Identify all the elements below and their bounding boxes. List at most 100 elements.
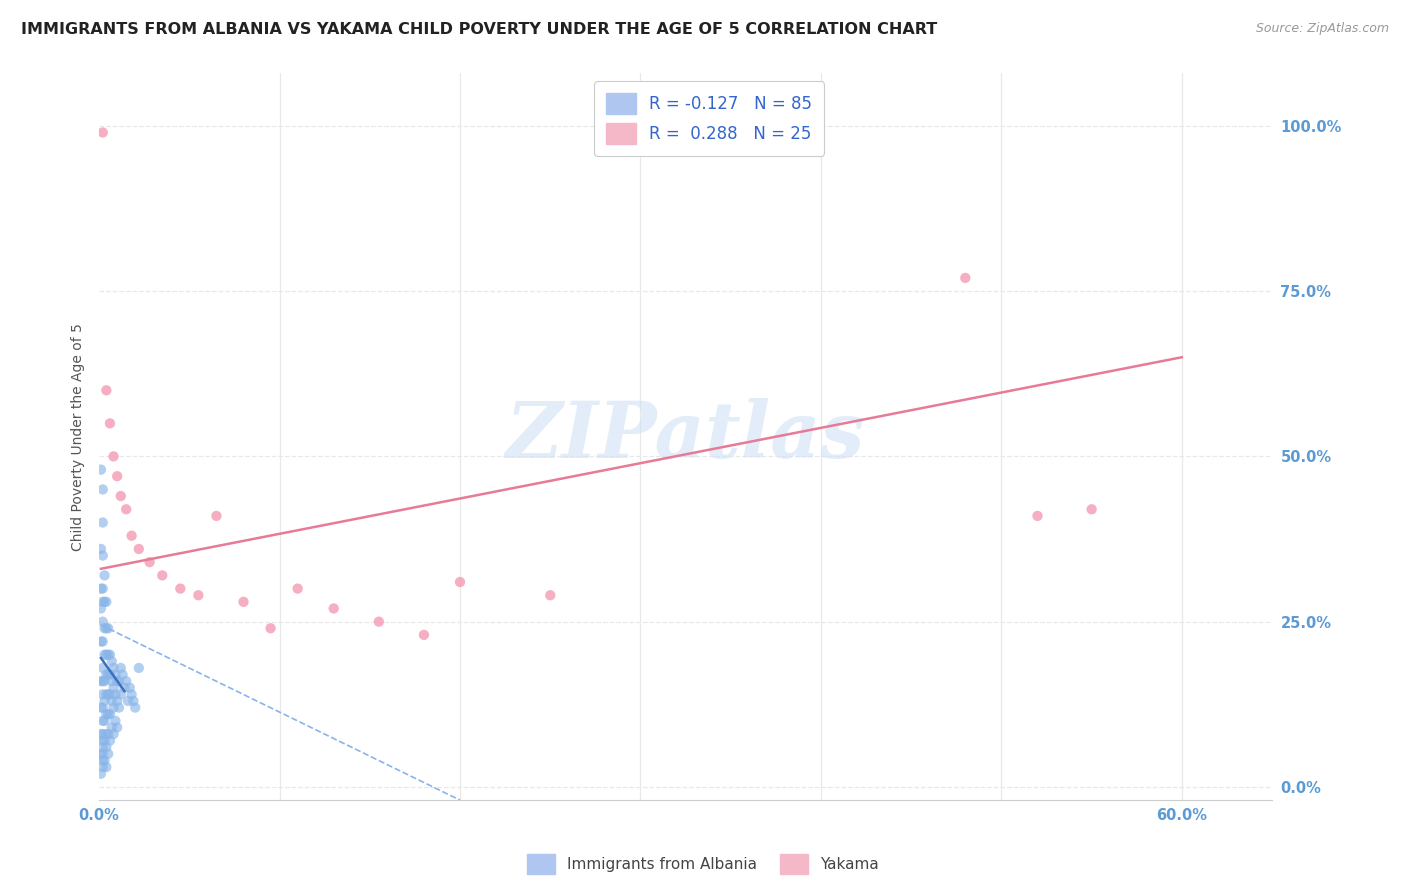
Point xyxy=(97,707,120,722)
Point xyxy=(105,469,128,483)
Point xyxy=(93,621,115,635)
Point xyxy=(103,661,125,675)
Point xyxy=(121,529,143,543)
Point xyxy=(91,126,114,140)
Point xyxy=(100,694,122,708)
Point xyxy=(110,661,132,675)
Point xyxy=(100,674,122,689)
Point xyxy=(91,634,114,648)
Point xyxy=(98,733,121,747)
Point xyxy=(91,700,114,714)
Point xyxy=(128,661,150,675)
Point xyxy=(93,595,115,609)
Point xyxy=(96,687,118,701)
Point xyxy=(93,674,115,689)
Point xyxy=(124,700,146,714)
Point xyxy=(205,508,228,523)
Point xyxy=(122,694,145,708)
Point xyxy=(91,483,114,497)
Point xyxy=(97,727,120,741)
Point xyxy=(108,674,131,689)
Point xyxy=(96,727,118,741)
Point xyxy=(97,621,120,635)
Point xyxy=(955,271,977,285)
Legend: Immigrants from Albania, Yakama: Immigrants from Albania, Yakama xyxy=(522,848,884,880)
Point xyxy=(187,588,209,602)
Point xyxy=(96,648,118,662)
Point xyxy=(115,502,138,516)
Point xyxy=(93,754,115,768)
Point xyxy=(98,648,121,662)
Point xyxy=(90,582,112,596)
Text: Source: ZipAtlas.com: Source: ZipAtlas.com xyxy=(1256,22,1389,36)
Point xyxy=(413,628,436,642)
Point xyxy=(91,754,114,768)
Point xyxy=(96,384,118,398)
Point xyxy=(449,574,471,589)
Point xyxy=(100,721,122,735)
Text: IMMIGRANTS FROM ALBANIA VS YAKAMA CHILD POVERTY UNDER THE AGE OF 5 CORRELATION C: IMMIGRANTS FROM ALBANIA VS YAKAMA CHILD … xyxy=(21,22,938,37)
Point xyxy=(367,615,389,629)
Point xyxy=(110,489,132,503)
Point xyxy=(150,568,173,582)
Y-axis label: Child Poverty Under the Age of 5: Child Poverty Under the Age of 5 xyxy=(72,323,86,550)
Point xyxy=(104,667,127,681)
Text: ZIPatlas: ZIPatlas xyxy=(506,399,865,475)
Point xyxy=(93,714,115,728)
Point xyxy=(90,727,112,741)
Point xyxy=(103,450,125,464)
Point xyxy=(98,687,121,701)
Point xyxy=(96,760,118,774)
Point xyxy=(105,721,128,735)
Point xyxy=(322,601,344,615)
Point xyxy=(108,700,131,714)
Point xyxy=(111,667,134,681)
Point xyxy=(91,714,114,728)
Point xyxy=(90,634,112,648)
Point xyxy=(98,417,121,431)
Point xyxy=(112,681,135,695)
Point xyxy=(287,582,309,596)
Point xyxy=(105,694,128,708)
Point xyxy=(90,462,112,476)
Point xyxy=(91,747,114,761)
Point xyxy=(96,595,118,609)
Point xyxy=(90,601,112,615)
Point xyxy=(90,674,112,689)
Point xyxy=(91,760,114,774)
Point xyxy=(100,654,122,668)
Point xyxy=(103,681,125,695)
Point xyxy=(259,621,281,635)
Point xyxy=(93,733,115,747)
Point xyxy=(1080,502,1102,516)
Point xyxy=(169,582,191,596)
Point xyxy=(115,674,138,689)
Point xyxy=(103,700,125,714)
Point xyxy=(97,667,120,681)
Point xyxy=(121,687,143,701)
Point xyxy=(128,541,150,556)
Point xyxy=(96,707,118,722)
Point xyxy=(90,700,112,714)
Point xyxy=(91,582,114,596)
Point xyxy=(97,747,120,761)
Point xyxy=(103,727,125,741)
Point xyxy=(91,687,114,701)
Point xyxy=(91,595,114,609)
Point xyxy=(1026,508,1049,523)
Point xyxy=(90,766,112,780)
Point xyxy=(96,621,118,635)
Point xyxy=(98,707,121,722)
Point xyxy=(97,687,120,701)
Point xyxy=(93,568,115,582)
Point xyxy=(105,674,128,689)
Point xyxy=(91,727,114,741)
Point xyxy=(138,555,160,569)
Point xyxy=(91,733,114,747)
Point xyxy=(104,714,127,728)
Point xyxy=(538,588,561,602)
Point xyxy=(91,740,114,755)
Point xyxy=(91,516,114,530)
Point xyxy=(91,615,114,629)
Point xyxy=(91,674,114,689)
